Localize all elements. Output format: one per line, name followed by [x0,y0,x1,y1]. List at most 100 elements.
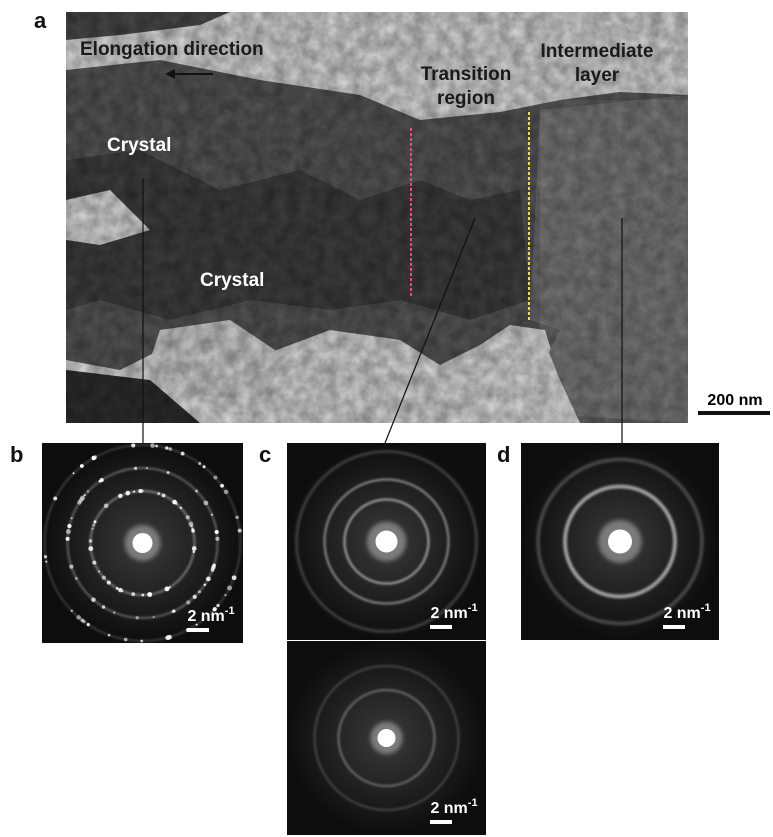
scale-bar [663,625,685,629]
diffraction-spot [186,600,190,604]
diffraction-spot [138,489,142,493]
diffraction-spot [87,490,89,492]
diffraction-spot [232,575,237,580]
diffraction-spot [169,586,171,588]
diffraction-spot [84,494,86,496]
diffraction-spot [119,589,122,592]
diffraction-spot [133,491,135,493]
diffraction-spot [73,472,75,474]
diffraction-spot [66,529,71,534]
diffraction-spot [213,475,217,479]
annotation: Crystal [107,135,171,156]
diffraction-pattern: 2 nm-1 [521,443,719,640]
central-beam [378,729,396,747]
annotation: region [437,88,495,109]
panel-label: a [34,8,47,33]
scale-bar-text: 2 nm [663,605,700,622]
diffraction-spot [140,640,143,643]
diffraction-spot [88,546,93,551]
scale-bar [430,625,452,629]
diffraction-spot [162,494,166,498]
diffraction-spot [235,516,238,519]
diffraction-spot [224,594,226,596]
diffraction-spot [94,520,97,523]
diffraction-spot [198,462,201,465]
diffraction-spot [216,604,219,607]
diffraction-spot [155,445,158,448]
diffraction-pattern: 2 nm-1 [287,641,486,835]
diffraction-spot [45,561,47,563]
diffraction-spot [76,615,81,620]
diffraction-spot [91,528,93,530]
diffraction-spot [147,592,151,596]
scale-bar [187,628,209,632]
diffraction-spot [204,501,209,506]
diffraction-spot [104,503,109,508]
diffraction-spot [212,564,216,568]
diffraction-spot [116,587,119,590]
diffraction-pattern: 2 nm-1 [42,443,243,643]
central-beam [608,530,632,554]
diffraction-spot [77,500,81,504]
diffraction-spot [165,446,168,449]
scale-bar [430,820,452,824]
scale-bar-text: 2 nm [430,605,467,622]
diffraction-spot [166,635,171,640]
diffraction-spot [206,576,211,581]
scale-bar-superscript: -1 [468,797,478,809]
diffraction-spot [75,577,78,580]
diffraction-spot [211,514,213,516]
diffraction-spot [191,525,193,527]
diffraction-spot [53,496,57,500]
diffraction-spot [193,595,197,599]
diffraction-spot [98,571,100,573]
diffraction-spot [131,592,135,596]
annotation: Elongation direction [80,39,264,60]
figure: a Elongation direction Transition region… [0,0,773,837]
diffraction-spot [87,623,90,626]
diffraction-spot [172,609,175,612]
diffraction-spot [119,494,123,498]
diffraction-spot [153,616,155,618]
scale-bar-superscript: -1 [468,602,478,614]
diffraction-spot [172,500,177,505]
diffraction-spot [91,597,96,602]
diffraction-spot [150,443,155,448]
diffraction-spot [168,447,172,451]
panel-label: b [10,442,23,467]
diffraction-spot [92,561,96,565]
diffraction-spot [134,467,137,470]
scale-bar-superscript: -1 [225,605,235,617]
diffraction-spot [157,492,160,495]
scale-bar-superscript: -1 [701,602,711,614]
diffraction-spot [238,529,242,533]
diffraction-spot [67,524,71,528]
annotation: layer [575,65,620,86]
diffraction-spot [80,496,85,501]
diffraction-spot [66,537,70,541]
diffraction-spot [80,618,84,622]
diffraction-spot [146,467,148,469]
diffraction-spot [186,515,190,519]
diffraction-spot [198,590,201,593]
diffraction-spot [131,443,135,447]
diffraction-spot [108,634,111,637]
panel-label: d [497,442,510,467]
diffraction-spot [224,490,229,495]
annotation: Transition [421,64,512,85]
diffraction-spot [192,546,197,551]
scale-bar-text: 2 nm [430,800,467,817]
central-beam [133,533,153,553]
diffraction-spot [204,583,206,585]
diffraction-spot [136,616,139,619]
panel-label: c [259,442,271,467]
diffraction-spot [203,465,206,468]
diffraction-spot [195,490,198,493]
diffraction-spot [141,594,144,597]
diffraction-spot [124,638,128,642]
diffraction-spot [181,452,185,456]
diffraction-spot [220,484,224,488]
annotation: Crystal [200,270,264,291]
diffraction-spot [92,524,95,527]
diffraction-spot [227,586,232,591]
